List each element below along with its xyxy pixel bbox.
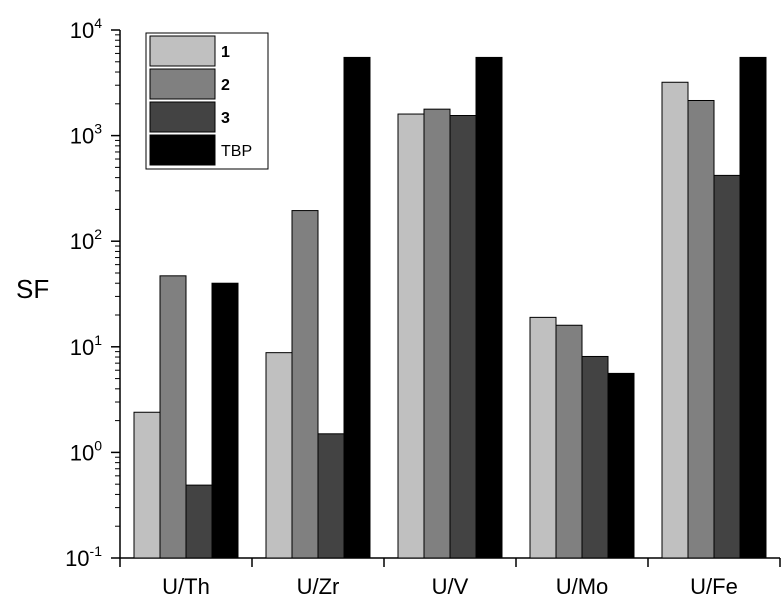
bars — [133, 56, 767, 559]
bar-u-mo-series-tbp — [607, 372, 635, 559]
legend: 1 2 3 TBP — [145, 32, 269, 170]
bar-u-th-series-1 — [133, 411, 161, 559]
y-tick-label: 10-1 — [65, 543, 102, 571]
x-tick-label: U/Th — [162, 574, 210, 599]
bar-u-v-series-tbp — [475, 56, 503, 559]
y-tick-label: 102 — [70, 226, 102, 254]
legend-swatch — [149, 134, 216, 166]
bar-u-fe-series-2 — [687, 99, 715, 559]
legend-label: 2 — [221, 77, 230, 94]
legend-swatch — [149, 68, 216, 100]
bar-u-mo-series-3 — [581, 355, 609, 559]
legend-label: 3 — [221, 110, 230, 127]
bar-u-zr-series-tbp — [343, 56, 371, 559]
x-tick-label: U/Zr — [297, 574, 340, 599]
bar-u-th-series-3 — [185, 484, 213, 559]
y-tick-label: 103 — [70, 121, 102, 149]
legend-swatch — [149, 35, 216, 67]
x-tick-label: U/V — [432, 574, 469, 599]
y-ticks: 10-1 100 101 102 103 104 — [65, 15, 120, 571]
bar-u-mo-series-2 — [555, 324, 583, 559]
bar-u-fe-series-1 — [661, 81, 689, 559]
y-tick-label: 100 — [70, 437, 102, 465]
y-axis-label: SF — [16, 274, 49, 304]
x-tick-label: U/Fe — [690, 574, 738, 599]
y-tick-label: 101 — [70, 332, 102, 360]
y-tick-label: 104 — [70, 15, 102, 43]
bar-u-zr-series-2 — [291, 210, 319, 559]
legend-swatch — [149, 101, 216, 133]
legend-label: 1 — [221, 44, 230, 61]
bar-u-zr-series-3 — [317, 433, 345, 559]
bar-u-v-series-2 — [423, 108, 451, 559]
bar-u-zr-series-1 — [265, 352, 293, 559]
x-tick-label: U/Mo — [556, 574, 609, 599]
legend-label: TBP — [221, 143, 252, 160]
bar-u-v-series-1 — [397, 113, 425, 559]
bar-u-fe-series-tbp — [739, 56, 767, 559]
bar-u-v-series-3 — [449, 115, 477, 559]
bar-u-mo-series-1 — [529, 316, 557, 559]
bar-u-th-series-tbp — [211, 282, 239, 559]
x-ticks: U/Th U/Zr U/V U/Mo U/Fe — [119, 558, 781, 599]
bar-u-th-series-2 — [159, 275, 187, 559]
bar-u-fe-series-3 — [713, 174, 741, 559]
